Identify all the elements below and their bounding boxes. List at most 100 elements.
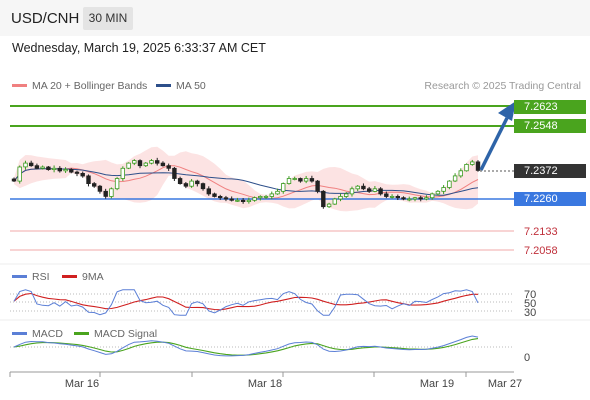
candle — [275, 188, 280, 195]
candle — [217, 194, 223, 200]
candle-body — [292, 178, 297, 180]
candle — [114, 177, 120, 191]
candle-body — [412, 197, 418, 200]
legend-macd-signal: MACD Signal — [74, 328, 157, 340]
candle-body — [452, 175, 458, 182]
support-label-2: 7.2133 — [524, 226, 558, 238]
candle-body — [464, 163, 469, 172]
candle-body — [23, 162, 28, 168]
candle-body — [361, 185, 366, 190]
candle-body — [160, 162, 166, 167]
candle — [309, 175, 315, 183]
support-label-1: 7.2260 — [514, 192, 586, 206]
candle — [418, 195, 423, 202]
legend-swatch — [74, 331, 89, 335]
candle-body — [378, 188, 383, 195]
bollinger-band — [14, 146, 478, 212]
legend-swatch — [12, 274, 27, 278]
timeframe-button[interactable]: 30 MIN — [83, 7, 133, 30]
candle-body — [149, 160, 154, 164]
candle-body — [303, 178, 309, 182]
candle-body — [51, 167, 57, 171]
candle — [475, 160, 481, 172]
candle-body — [309, 178, 315, 182]
candle — [189, 179, 194, 188]
candle-body — [217, 195, 223, 199]
legend-label: MA 50 — [176, 80, 206, 92]
candle-body — [200, 183, 206, 190]
candle-body — [326, 203, 332, 208]
candle-body — [246, 199, 252, 203]
candle-body — [418, 197, 423, 200]
x-tick-label: Mar 18 — [248, 378, 282, 390]
candle — [103, 188, 108, 199]
candle-body — [366, 188, 372, 192]
legend-label: 9MA — [82, 271, 104, 283]
candle — [183, 181, 189, 189]
candle — [109, 187, 114, 199]
candle — [17, 165, 22, 184]
candle — [349, 186, 355, 197]
candle — [137, 159, 143, 169]
candle-body — [11, 178, 17, 182]
candle — [200, 182, 206, 191]
legend-macd: MACD — [12, 328, 63, 340]
support-label-3: 7.2058 — [524, 245, 558, 257]
candle — [332, 197, 337, 205]
candle-body — [475, 161, 481, 171]
candle — [177, 176, 183, 185]
candle — [470, 159, 475, 166]
resistance-label-2: 7.2548 — [514, 119, 586, 133]
legend-swatch — [156, 83, 171, 87]
candle-body — [189, 180, 194, 187]
legend-ma20-bollinger: MA 20 + Bollinger Bands — [12, 80, 147, 92]
candle — [149, 159, 154, 165]
candle-body — [212, 193, 217, 197]
candle-body — [458, 170, 463, 177]
candle — [447, 180, 452, 190]
candle — [166, 163, 171, 171]
candle — [458, 168, 463, 178]
candle — [401, 196, 406, 201]
candle-body — [263, 195, 269, 198]
candle-body — [183, 183, 189, 187]
candle-body — [315, 180, 320, 192]
candle — [407, 196, 412, 202]
legend-9ma: 9MA — [62, 271, 104, 283]
candle-body — [280, 183, 286, 192]
legend-label: MACD Signal — [94, 328, 158, 340]
candle — [34, 163, 40, 170]
candle-body — [154, 160, 160, 164]
legend-swatch — [62, 274, 77, 278]
candle — [429, 192, 435, 200]
candle-body — [401, 197, 406, 200]
candle — [57, 166, 62, 173]
candle-body — [240, 199, 246, 203]
candle — [378, 187, 383, 196]
candle — [366, 186, 372, 193]
symbol-title: USD/CNH — [11, 10, 80, 27]
rsi-9ma-line — [13, 292, 478, 311]
candle-body — [447, 180, 452, 188]
legend-label: RSI — [32, 271, 50, 283]
candle-body — [384, 193, 389, 197]
legend-swatch — [12, 83, 27, 87]
candle-body — [424, 197, 429, 200]
candle — [51, 165, 57, 173]
candle-body — [172, 167, 177, 179]
candle — [63, 167, 68, 173]
candle-body — [74, 171, 80, 174]
candle-body — [258, 195, 263, 199]
candle — [412, 196, 418, 202]
candle-body — [126, 162, 131, 169]
candle-body — [63, 169, 68, 172]
candle-body — [69, 169, 74, 173]
resistance-label-1: 7.2623 — [514, 100, 586, 114]
candle-body — [286, 178, 292, 184]
candle — [258, 195, 263, 201]
candle — [326, 202, 332, 208]
candle-body — [103, 190, 108, 197]
candle — [246, 197, 252, 204]
candle — [441, 185, 446, 195]
